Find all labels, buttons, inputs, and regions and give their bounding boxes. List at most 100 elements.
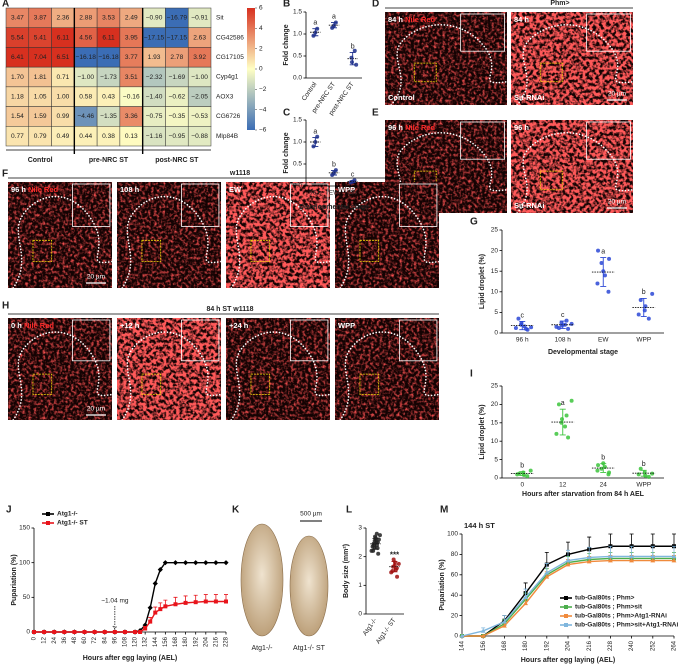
data-point — [595, 468, 600, 473]
cell-label: −0.16 — [123, 93, 140, 100]
data-point — [193, 560, 199, 566]
error-bar — [640, 297, 647, 317]
data-point — [646, 474, 651, 479]
data-point — [182, 560, 189, 566]
cell-label: 3.87 — [34, 15, 47, 22]
time-label: WPP — [338, 321, 355, 330]
y-axis-label: Pupariation (%) — [439, 559, 446, 610]
tissue-outline — [516, 24, 634, 106]
nile-red-signal — [511, 120, 633, 213]
time-text: WPP — [338, 321, 355, 330]
x-axis-label: Developmental stage — [548, 349, 618, 356]
y-axis-label: Fold change — [283, 24, 290, 65]
data-point — [602, 464, 607, 469]
cell-label: 1.05 — [34, 93, 47, 100]
data-point — [643, 304, 648, 309]
data-point — [636, 312, 641, 317]
x-tick-label: 168 — [502, 640, 508, 651]
nile-red-signal — [8, 318, 112, 420]
cell-label: 0.44 — [79, 133, 92, 140]
data-point — [638, 298, 643, 303]
data-point — [596, 248, 601, 253]
panel-letter: I — [470, 369, 473, 380]
data-point — [138, 630, 143, 634]
tissue-outline — [230, 331, 331, 421]
cell-label: −17.15 — [144, 34, 165, 41]
significance-letter: b — [332, 161, 336, 168]
x-tick-label: 36 — [62, 636, 68, 643]
genotype-label: Sit-RNAi — [514, 201, 544, 210]
x-tick-label: 48 — [72, 636, 78, 643]
data-point — [354, 62, 359, 67]
significance-letter: c — [561, 312, 565, 319]
cell-label: 0.43 — [102, 93, 115, 100]
data-point — [569, 321, 574, 326]
legend-label: tub-Gal80ts ; Phm>Atg1-RNAi — [575, 613, 667, 620]
data-point — [544, 574, 550, 579]
data-point — [376, 537, 381, 542]
larva — [289, 535, 329, 637]
y-tick-label: 20 — [491, 401, 499, 408]
cell-label: 6.41 — [11, 54, 24, 61]
cell-label: −1.73 — [100, 74, 117, 81]
x-tick-label: 132 — [143, 636, 149, 647]
cell-label: −4.46 — [77, 113, 94, 120]
cell-label: 7.04 — [34, 54, 47, 61]
y-tick-label: 0.0 — [293, 75, 302, 82]
data-point — [607, 470, 612, 475]
time-text: 96 h — [514, 123, 529, 132]
significance-letter: a — [313, 20, 317, 27]
tissue-outline — [230, 195, 331, 289]
cell-label: −1.69 — [168, 74, 185, 81]
data-point — [569, 398, 574, 403]
x-tick-label: 216 — [213, 636, 219, 647]
data-point — [183, 600, 188, 605]
data-point — [529, 325, 534, 330]
data-point — [566, 326, 571, 331]
inset — [181, 319, 220, 362]
significance-letter: b — [601, 454, 605, 461]
data-point — [162, 560, 168, 566]
cell-label: −1.00 — [191, 74, 208, 81]
x-tick-label: 156 — [163, 636, 169, 647]
cell-label: 1.81 — [34, 74, 47, 81]
roi-box — [359, 239, 380, 262]
cell-label: −17.15 — [167, 34, 188, 41]
data-point — [608, 558, 613, 563]
data-point — [224, 599, 228, 604]
data-point — [556, 326, 561, 331]
x-tick-label: WPP — [636, 482, 651, 489]
x-tick-label: EW — [329, 190, 340, 197]
legend-marker — [46, 521, 50, 525]
data-point — [629, 558, 634, 563]
data-point — [595, 281, 600, 286]
data-point — [147, 605, 153, 611]
data-point — [349, 60, 354, 65]
x-tick-label: 0 — [520, 482, 524, 489]
x-tick-label: 168 — [173, 636, 179, 647]
data-point — [556, 402, 561, 407]
error-bar — [650, 533, 655, 547]
photo-label: Atg1-/- — [251, 645, 273, 652]
cell-label: −0.35 — [168, 113, 185, 120]
cell-label: 1.70 — [11, 74, 24, 81]
larva — [240, 523, 284, 637]
inset — [586, 121, 631, 160]
x-tick-label: 108 — [123, 636, 129, 647]
data-point — [650, 558, 656, 563]
x-tick-label: 180 — [523, 640, 529, 651]
data-point — [523, 594, 528, 600]
panel-letter: H — [2, 301, 9, 312]
nile-red-signal — [226, 182, 330, 288]
stain-label: Nile Red — [28, 185, 58, 194]
inset — [72, 183, 111, 227]
data-point — [157, 567, 163, 573]
scale-label: 20 µm — [608, 199, 626, 206]
tissue-outline — [516, 132, 634, 214]
time-label: EW — [229, 185, 242, 194]
data-point — [148, 619, 153, 624]
time-text: +24 h — [229, 321, 249, 330]
x-tick-label: LW — [348, 190, 358, 197]
panel-letter: F — [2, 169, 8, 180]
panel-letter: E — [372, 108, 379, 119]
